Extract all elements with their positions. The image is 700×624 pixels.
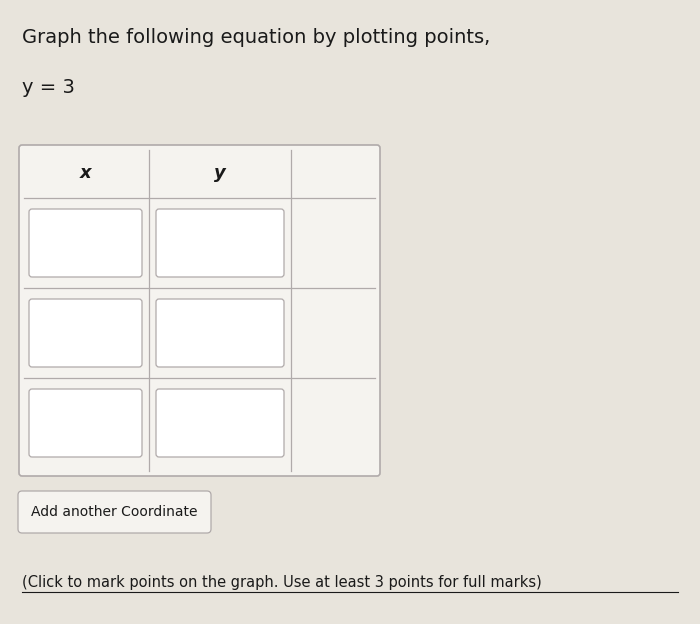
Text: y: y [214, 164, 226, 182]
FancyBboxPatch shape [29, 209, 142, 277]
FancyBboxPatch shape [19, 145, 380, 476]
Text: Graph the following equation by plotting points,: Graph the following equation by plotting… [22, 28, 490, 47]
FancyBboxPatch shape [156, 389, 284, 457]
Text: (Click to mark points on the graph. Use at least 3 points for full marks): (Click to mark points on the graph. Use … [22, 575, 542, 590]
Text: y = 3: y = 3 [22, 78, 75, 97]
FancyBboxPatch shape [29, 389, 142, 457]
FancyBboxPatch shape [156, 209, 284, 277]
Text: x: x [80, 164, 91, 182]
FancyBboxPatch shape [29, 299, 142, 367]
FancyBboxPatch shape [156, 299, 284, 367]
FancyBboxPatch shape [18, 491, 211, 533]
Text: Add another Coordinate: Add another Coordinate [32, 505, 197, 519]
